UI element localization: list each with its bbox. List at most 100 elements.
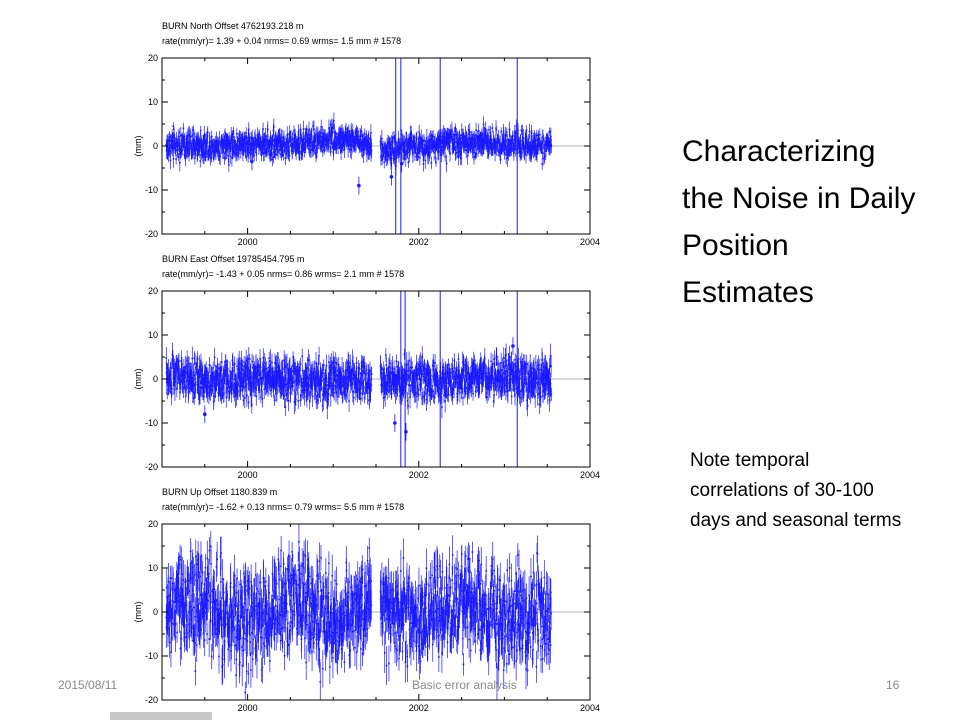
data-point <box>412 391 414 393</box>
data-point <box>205 380 207 383</box>
data-point <box>381 138 383 140</box>
data-point <box>283 359 285 362</box>
data-point <box>224 370 226 372</box>
data-point <box>192 154 194 156</box>
data-point <box>263 152 266 154</box>
data-point <box>250 142 253 145</box>
data-point <box>203 140 206 142</box>
data-point <box>177 135 180 138</box>
data-point <box>219 371 222 374</box>
data-point <box>366 140 369 142</box>
data-point <box>446 133 449 135</box>
data-point <box>341 131 343 134</box>
data-point <box>273 151 276 154</box>
data-point <box>354 143 356 146</box>
data-point <box>417 386 419 389</box>
data-point <box>388 155 390 157</box>
data-point <box>294 400 296 403</box>
data-point <box>434 145 437 147</box>
data-point <box>305 376 308 379</box>
data-point <box>295 146 298 148</box>
data-point <box>416 148 418 151</box>
data-point <box>184 157 187 160</box>
data-point <box>260 376 262 379</box>
data-point <box>359 387 362 390</box>
data-point <box>255 146 258 149</box>
data-point <box>248 152 250 154</box>
data-point <box>536 153 538 156</box>
data-point <box>269 371 271 373</box>
data-point <box>251 153 254 156</box>
data-point <box>497 135 500 138</box>
data-point <box>197 377 199 380</box>
data-point <box>303 137 306 140</box>
data-point <box>387 381 390 384</box>
data-point <box>258 144 261 146</box>
data-point <box>266 373 269 376</box>
data-point <box>166 393 169 395</box>
data-point <box>292 362 295 365</box>
data-point <box>355 375 357 378</box>
data-point <box>337 395 339 398</box>
data-point <box>478 135 480 137</box>
data-point <box>418 148 420 151</box>
data-point <box>229 146 232 149</box>
data-point <box>503 144 506 147</box>
data-point <box>255 365 257 367</box>
data-point <box>290 143 293 145</box>
data-point <box>196 372 199 374</box>
data-point <box>243 397 246 399</box>
data-point <box>362 138 364 141</box>
data-point <box>363 372 366 374</box>
data-point <box>239 389 242 392</box>
data-point <box>210 372 213 375</box>
data-point <box>322 393 324 396</box>
data-point <box>217 391 220 394</box>
data-point <box>338 142 341 145</box>
data-point <box>201 387 203 389</box>
data-point <box>210 389 213 391</box>
data-point <box>484 134 487 136</box>
data-point <box>355 386 358 389</box>
data-point <box>403 375 405 378</box>
data-point <box>302 139 305 142</box>
data-point <box>196 365 198 367</box>
data-point <box>305 389 307 391</box>
data-point <box>346 383 349 386</box>
data-point <box>172 384 175 387</box>
data-point <box>389 152 392 155</box>
data-point <box>505 154 507 156</box>
data-point <box>191 134 194 137</box>
data-point <box>303 151 306 154</box>
data-point <box>497 139 499 142</box>
data-point <box>196 357 199 360</box>
data-point <box>267 140 269 142</box>
data-point <box>506 131 508 134</box>
data-point <box>298 153 300 155</box>
data-point <box>410 367 412 369</box>
data-point <box>287 367 289 370</box>
data-point <box>242 373 244 375</box>
data-point <box>300 134 302 136</box>
data-point <box>440 149 443 152</box>
data-point <box>188 371 191 374</box>
data-point <box>476 145 479 148</box>
data-point <box>486 142 488 144</box>
data-point <box>529 154 532 156</box>
data-point <box>175 158 177 161</box>
data-point <box>536 145 539 147</box>
data-point <box>198 365 201 368</box>
data-point <box>328 127 330 129</box>
data-point <box>199 129 202 132</box>
data-point <box>425 148 428 150</box>
data-point <box>387 150 390 153</box>
data-point <box>409 390 412 392</box>
data-point <box>168 152 170 155</box>
data-point <box>330 385 333 387</box>
data-point <box>195 368 198 370</box>
data-point <box>269 140 271 143</box>
data-point <box>255 142 257 145</box>
data-point <box>205 152 207 154</box>
data-point <box>179 148 182 151</box>
